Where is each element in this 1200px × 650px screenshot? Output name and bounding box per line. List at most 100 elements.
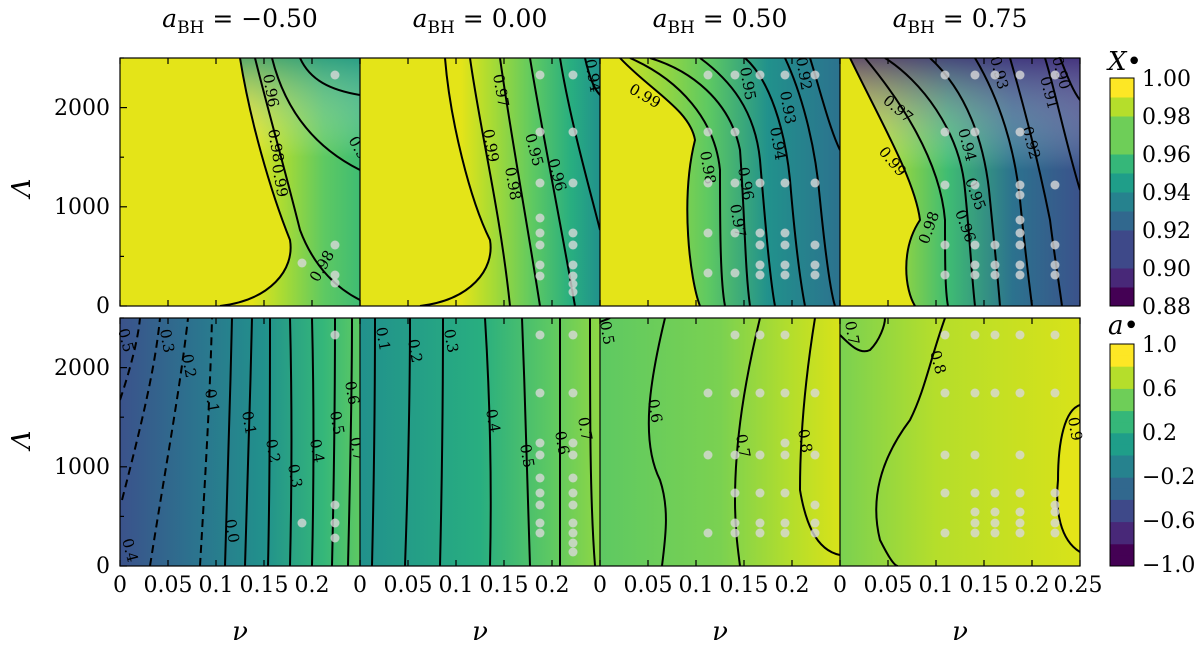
- contour-label: 0.4: [482, 408, 504, 435]
- sample-point: [535, 528, 545, 538]
- sample-point: [990, 507, 1000, 517]
- colorbar-step: [1110, 410, 1134, 423]
- contour-label: 0.7: [841, 320, 863, 347]
- sample-point: [970, 330, 980, 340]
- sample-point: [535, 213, 545, 223]
- colorbar-step: [1110, 135, 1134, 155]
- column-title-4: aBH = 0.75: [893, 4, 1028, 38]
- sample-point: [568, 528, 578, 538]
- colorbar-step: [1110, 366, 1134, 378]
- sample-point: [703, 528, 713, 538]
- contour-label: 0.98: [696, 150, 720, 186]
- sample-point: [703, 70, 713, 80]
- contour-label: 0.94: [766, 126, 790, 162]
- contour-label: 0.4: [306, 438, 328, 465]
- svg-text:0.98: 0.98: [1142, 105, 1191, 130]
- sample-point: [568, 488, 578, 498]
- sample-point: [1050, 260, 1060, 270]
- sample-point: [568, 70, 578, 80]
- colorbar-step: [1110, 287, 1134, 307]
- sample-point: [755, 260, 765, 270]
- sample-point: [703, 450, 713, 460]
- colorbar-step: [1110, 399, 1134, 412]
- sample-point: [730, 268, 740, 278]
- sample-point: [970, 488, 980, 498]
- sample-point: [730, 388, 740, 398]
- sample-point: [780, 528, 790, 538]
- panel-top-2: [360, 58, 600, 306]
- contour-label: 0.8: [926, 348, 950, 376]
- x-axis-label: ν: [232, 617, 248, 647]
- sample-point: [568, 127, 578, 137]
- colorbar-step: [1110, 443, 1134, 456]
- sample-point: [568, 538, 578, 548]
- panel-top-3: [600, 58, 840, 306]
- contour-label: 0.6: [341, 380, 363, 407]
- sample-point: [1050, 528, 1060, 538]
- y-axis-label-top: Λ: [7, 179, 37, 200]
- sample-point: [1015, 228, 1025, 238]
- sample-point: [810, 178, 820, 188]
- sample-point: [730, 330, 740, 340]
- sample-point: [730, 488, 740, 498]
- contour-label: 0.7: [574, 416, 596, 443]
- colorbar-step: [1110, 421, 1134, 434]
- y-tick-label: 1000: [54, 455, 110, 480]
- colorbar-frame: [1109, 343, 1135, 567]
- sample-point: [568, 287, 578, 297]
- sample-point: [755, 388, 765, 398]
- sample-point: [535, 70, 545, 80]
- sample-point: [970, 240, 980, 250]
- colorbar-step: [1110, 510, 1134, 523]
- colorbar-step: [1110, 466, 1134, 478]
- sample-point: [1015, 70, 1025, 80]
- sample-point: [940, 388, 950, 398]
- sample-point: [755, 70, 765, 80]
- contour-label: 0.5: [596, 320, 618, 347]
- x-ticks-col3: 0 0.05 0.1 0.15 0.2: [593, 573, 810, 598]
- sample-point: [1015, 488, 1025, 498]
- x-axis-label: ν: [952, 617, 968, 647]
- sample-point: [730, 228, 740, 238]
- svg-text:0.2: 0.2: [775, 573, 810, 598]
- sample-point: [810, 260, 820, 270]
- sample-point: [940, 127, 950, 137]
- panel-top-4: [840, 58, 1080, 306]
- svg-text:0.05: 0.05: [624, 573, 673, 598]
- sample-point: [568, 271, 578, 281]
- sample-point: [1015, 127, 1025, 137]
- sample-point: [1015, 518, 1025, 528]
- sample-point: [940, 528, 950, 538]
- contour-label: 0.97: [489, 73, 513, 109]
- sample-point: [940, 70, 950, 80]
- x-axis-label: ν: [472, 617, 488, 647]
- sample-point: [730, 450, 740, 460]
- contour-label: 0.0: [221, 518, 243, 545]
- colorbar-step: [1110, 488, 1134, 500]
- sample-point: [535, 178, 545, 188]
- contour-label: 0.5: [516, 443, 538, 470]
- sample-points: [297, 70, 1060, 557]
- svg-text:0.2: 0.2: [535, 573, 570, 598]
- sample-point: [568, 178, 578, 188]
- sample-point: [970, 270, 980, 280]
- sample-point: [703, 127, 713, 137]
- contour-label: 0.1: [372, 326, 394, 353]
- contour-label: 0.97: [726, 203, 750, 239]
- sample-point: [1050, 330, 1060, 340]
- svg-text:0.05: 0.05: [864, 573, 913, 598]
- contour-label: 0.1: [238, 410, 260, 437]
- y-tick-label: 0: [96, 294, 110, 319]
- sample-point: [568, 473, 578, 483]
- sample-point: [1050, 70, 1060, 80]
- sample-point: [568, 279, 578, 289]
- sample-point: [703, 268, 713, 278]
- sample-point: [755, 330, 765, 340]
- svg-text:0: 0: [113, 573, 127, 598]
- svg-text:0.05: 0.05: [144, 573, 193, 598]
- svg-text:−0.6: −0.6: [1142, 509, 1195, 534]
- contour-label: 0.6: [551, 430, 573, 457]
- sample-point: [535, 500, 545, 510]
- sample-point: [755, 488, 765, 498]
